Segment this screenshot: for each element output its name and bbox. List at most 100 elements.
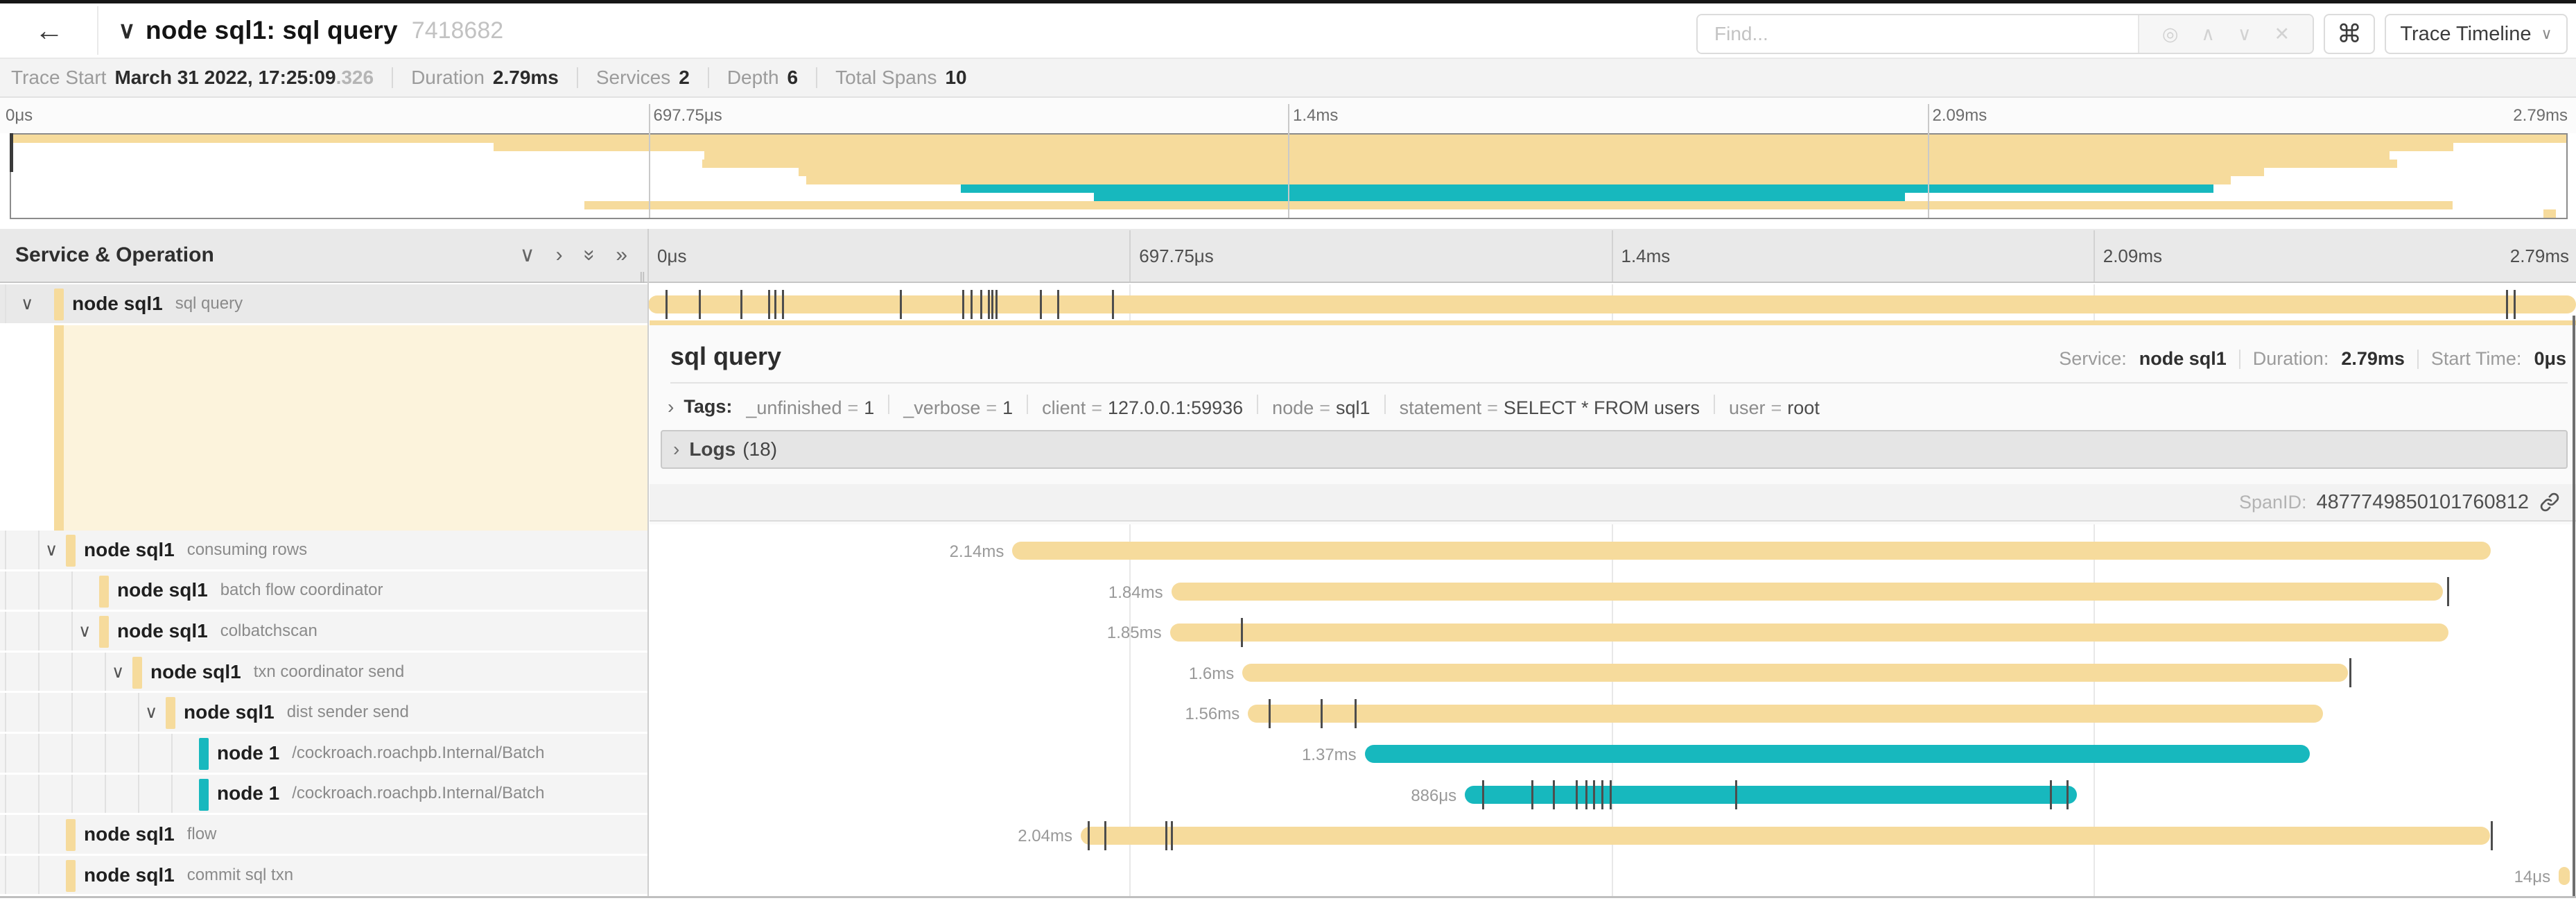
tag-item: _verbose = 1 <box>903 397 1013 418</box>
view-selector-button[interactable]: Trace Timeline ∨ <box>2385 14 2568 54</box>
log-marker <box>1585 780 1587 809</box>
row-chevron-down-icon[interactable]: ∨ <box>112 662 125 682</box>
log-marker <box>991 290 994 320</box>
collapse-all-icon[interactable]: » <box>577 249 601 261</box>
span-bar[interactable] <box>1169 623 2448 642</box>
log-marker <box>740 290 742 320</box>
row-chevron-down-icon[interactable]: ∨ <box>78 621 92 641</box>
separator <box>816 67 818 88</box>
service-name: node sql1 <box>84 823 175 845</box>
copy-link-icon[interactable] <box>2539 491 2561 513</box>
expand-all-icon[interactable]: » <box>616 243 627 266</box>
tree-row[interactable]: node sql1 commit sql txn <box>0 855 648 897</box>
span-bar[interactable] <box>2559 867 2570 886</box>
log-marker <box>1165 820 1167 850</box>
log-marker <box>1057 290 1060 320</box>
tree-row[interactable]: node sql1 flow <box>0 815 648 856</box>
logs-row[interactable]: › Logs (18) <box>661 430 2568 469</box>
span-bar[interactable] <box>1465 785 2078 804</box>
duration-label: 1.85ms <box>1106 624 1162 643</box>
tree-row[interactable]: node 1/cockroach.roachpb.Internal/Batch <box>0 774 648 816</box>
indent-guide <box>105 774 106 814</box>
log-marker <box>774 290 777 320</box>
indent-guide <box>138 734 139 773</box>
log-marker <box>1040 290 1043 320</box>
span-bar[interactable] <box>1012 542 2491 560</box>
view-selector-label: Trace Timeline <box>2400 22 2532 45</box>
span-bar[interactable] <box>1242 664 2349 682</box>
trace-collapse-caret[interactable]: ∨ <box>111 3 143 58</box>
separator <box>1257 395 1259 414</box>
page-title: node sql1: sql query <box>146 16 398 44</box>
expand-one-icon[interactable]: › <box>555 243 563 266</box>
row-chevron-down-icon[interactable]: ∨ <box>21 293 34 313</box>
back-button[interactable]: ← <box>19 3 79 58</box>
collapse-one-icon[interactable]: ∨ <box>519 243 535 266</box>
panel-resize-handle[interactable]: ‖ <box>639 269 647 286</box>
tags-row[interactable]: › Tags: _unfinished = 1 _verbose = 1 client = 12… <box>650 384 2576 419</box>
find-input[interactable] <box>1698 15 2138 53</box>
back-arrow-icon: ← <box>35 14 64 46</box>
trace-start-value: March 31 2022, 17:25:09 <box>114 67 336 88</box>
log-marker <box>1111 290 1114 320</box>
duration-label: 2.14ms <box>949 542 1004 561</box>
span-id-label: SpanID: <box>2238 491 2307 513</box>
span-bar[interactable] <box>648 295 2576 314</box>
minimap-span <box>799 168 2264 176</box>
prev-match-icon[interactable]: ∧ <box>2201 23 2216 44</box>
tag-item: node = sql1 <box>1272 397 1370 418</box>
minimap-drag-handle[interactable] <box>10 133 13 172</box>
indent-guide <box>71 734 73 773</box>
tree-row[interactable]: node 1/cockroach.roachpb.Internal/Batch <box>0 734 648 775</box>
locate-icon[interactable]: ◎ <box>2161 23 2179 44</box>
span-bar[interactable] <box>1248 704 2324 723</box>
trace-info-bar: Trace Start March 31 2022, 17:25:09 .326… <box>0 59 2576 98</box>
separator <box>1384 395 1386 414</box>
next-match-icon[interactable]: ∨ <box>2237 23 2252 44</box>
span-color-accent <box>66 859 76 892</box>
minimap-tick-label: 1.4ms <box>1293 106 1339 125</box>
span-bar[interactable] <box>1364 745 2310 764</box>
service-name: node sql1 <box>72 292 163 314</box>
log-marker <box>995 290 998 320</box>
log-marker <box>2514 290 2516 320</box>
tag-item: user = root <box>1728 397 1820 418</box>
tree-row[interactable]: ∨ node sql1 consuming rows <box>0 531 648 571</box>
service-name: node sql1 <box>117 579 208 601</box>
operation-name: flow <box>186 824 217 843</box>
row-labels: node sql1 commit sql txn <box>84 856 293 895</box>
keyboard-shortcuts-button[interactable]: ⌘ <box>2324 14 2375 54</box>
log-marker <box>1354 698 1357 728</box>
span-color-accent <box>199 778 209 811</box>
operation-name: /cockroach.roachpb.Internal/Batch <box>292 784 545 803</box>
span-detail-panel: sql query Service: node sql1 Duration: 2.7… <box>650 320 2576 524</box>
indent-guide <box>5 284 6 323</box>
tree-row[interactable]: node sql1 batch flow coordinator <box>0 571 648 612</box>
indent-guide <box>5 734 6 773</box>
tree-row[interactable]: ∨ node sql1 dist sender send <box>0 693 648 734</box>
row-chevron-down-icon[interactable]: ∨ <box>45 540 58 560</box>
indent-guide <box>105 652 106 691</box>
timeline-ruler-header: 0μs 697.75μs 1.4ms 2.09ms 2.79ms <box>648 229 2576 283</box>
log-marker <box>2066 780 2069 809</box>
separator <box>2417 349 2419 369</box>
tree-row[interactable]: ∨ node sql1 txn coordinator send <box>0 652 648 694</box>
minimap-span <box>584 201 2453 209</box>
span-bar[interactable] <box>1080 826 2491 845</box>
duration-label: Duration <box>411 67 485 88</box>
indent-guide <box>5 693 6 732</box>
tree-row[interactable]: ∨ node sql1 colbatchscan <box>0 612 648 653</box>
clear-search-icon[interactable]: ✕ <box>2274 23 2290 44</box>
operation-name: colbatchscan <box>220 621 317 640</box>
minimap-span <box>2543 209 2557 218</box>
panel-divider[interactable] <box>647 229 649 896</box>
indent-guide <box>105 734 106 773</box>
tree-row[interactable]: ∨ node sql1 sql query <box>0 284 648 325</box>
operation-name: /cockroach.roachpb.Internal/Batch <box>292 743 545 762</box>
span-bar[interactable] <box>1171 582 2443 601</box>
vertical-scrollbar[interactable] <box>2573 316 2575 896</box>
services-label: Services <box>595 67 671 88</box>
trace-title-wrap: node sql1: sql query 7418682 <box>146 3 503 58</box>
row-chevron-down-icon[interactable]: ∨ <box>145 703 158 723</box>
